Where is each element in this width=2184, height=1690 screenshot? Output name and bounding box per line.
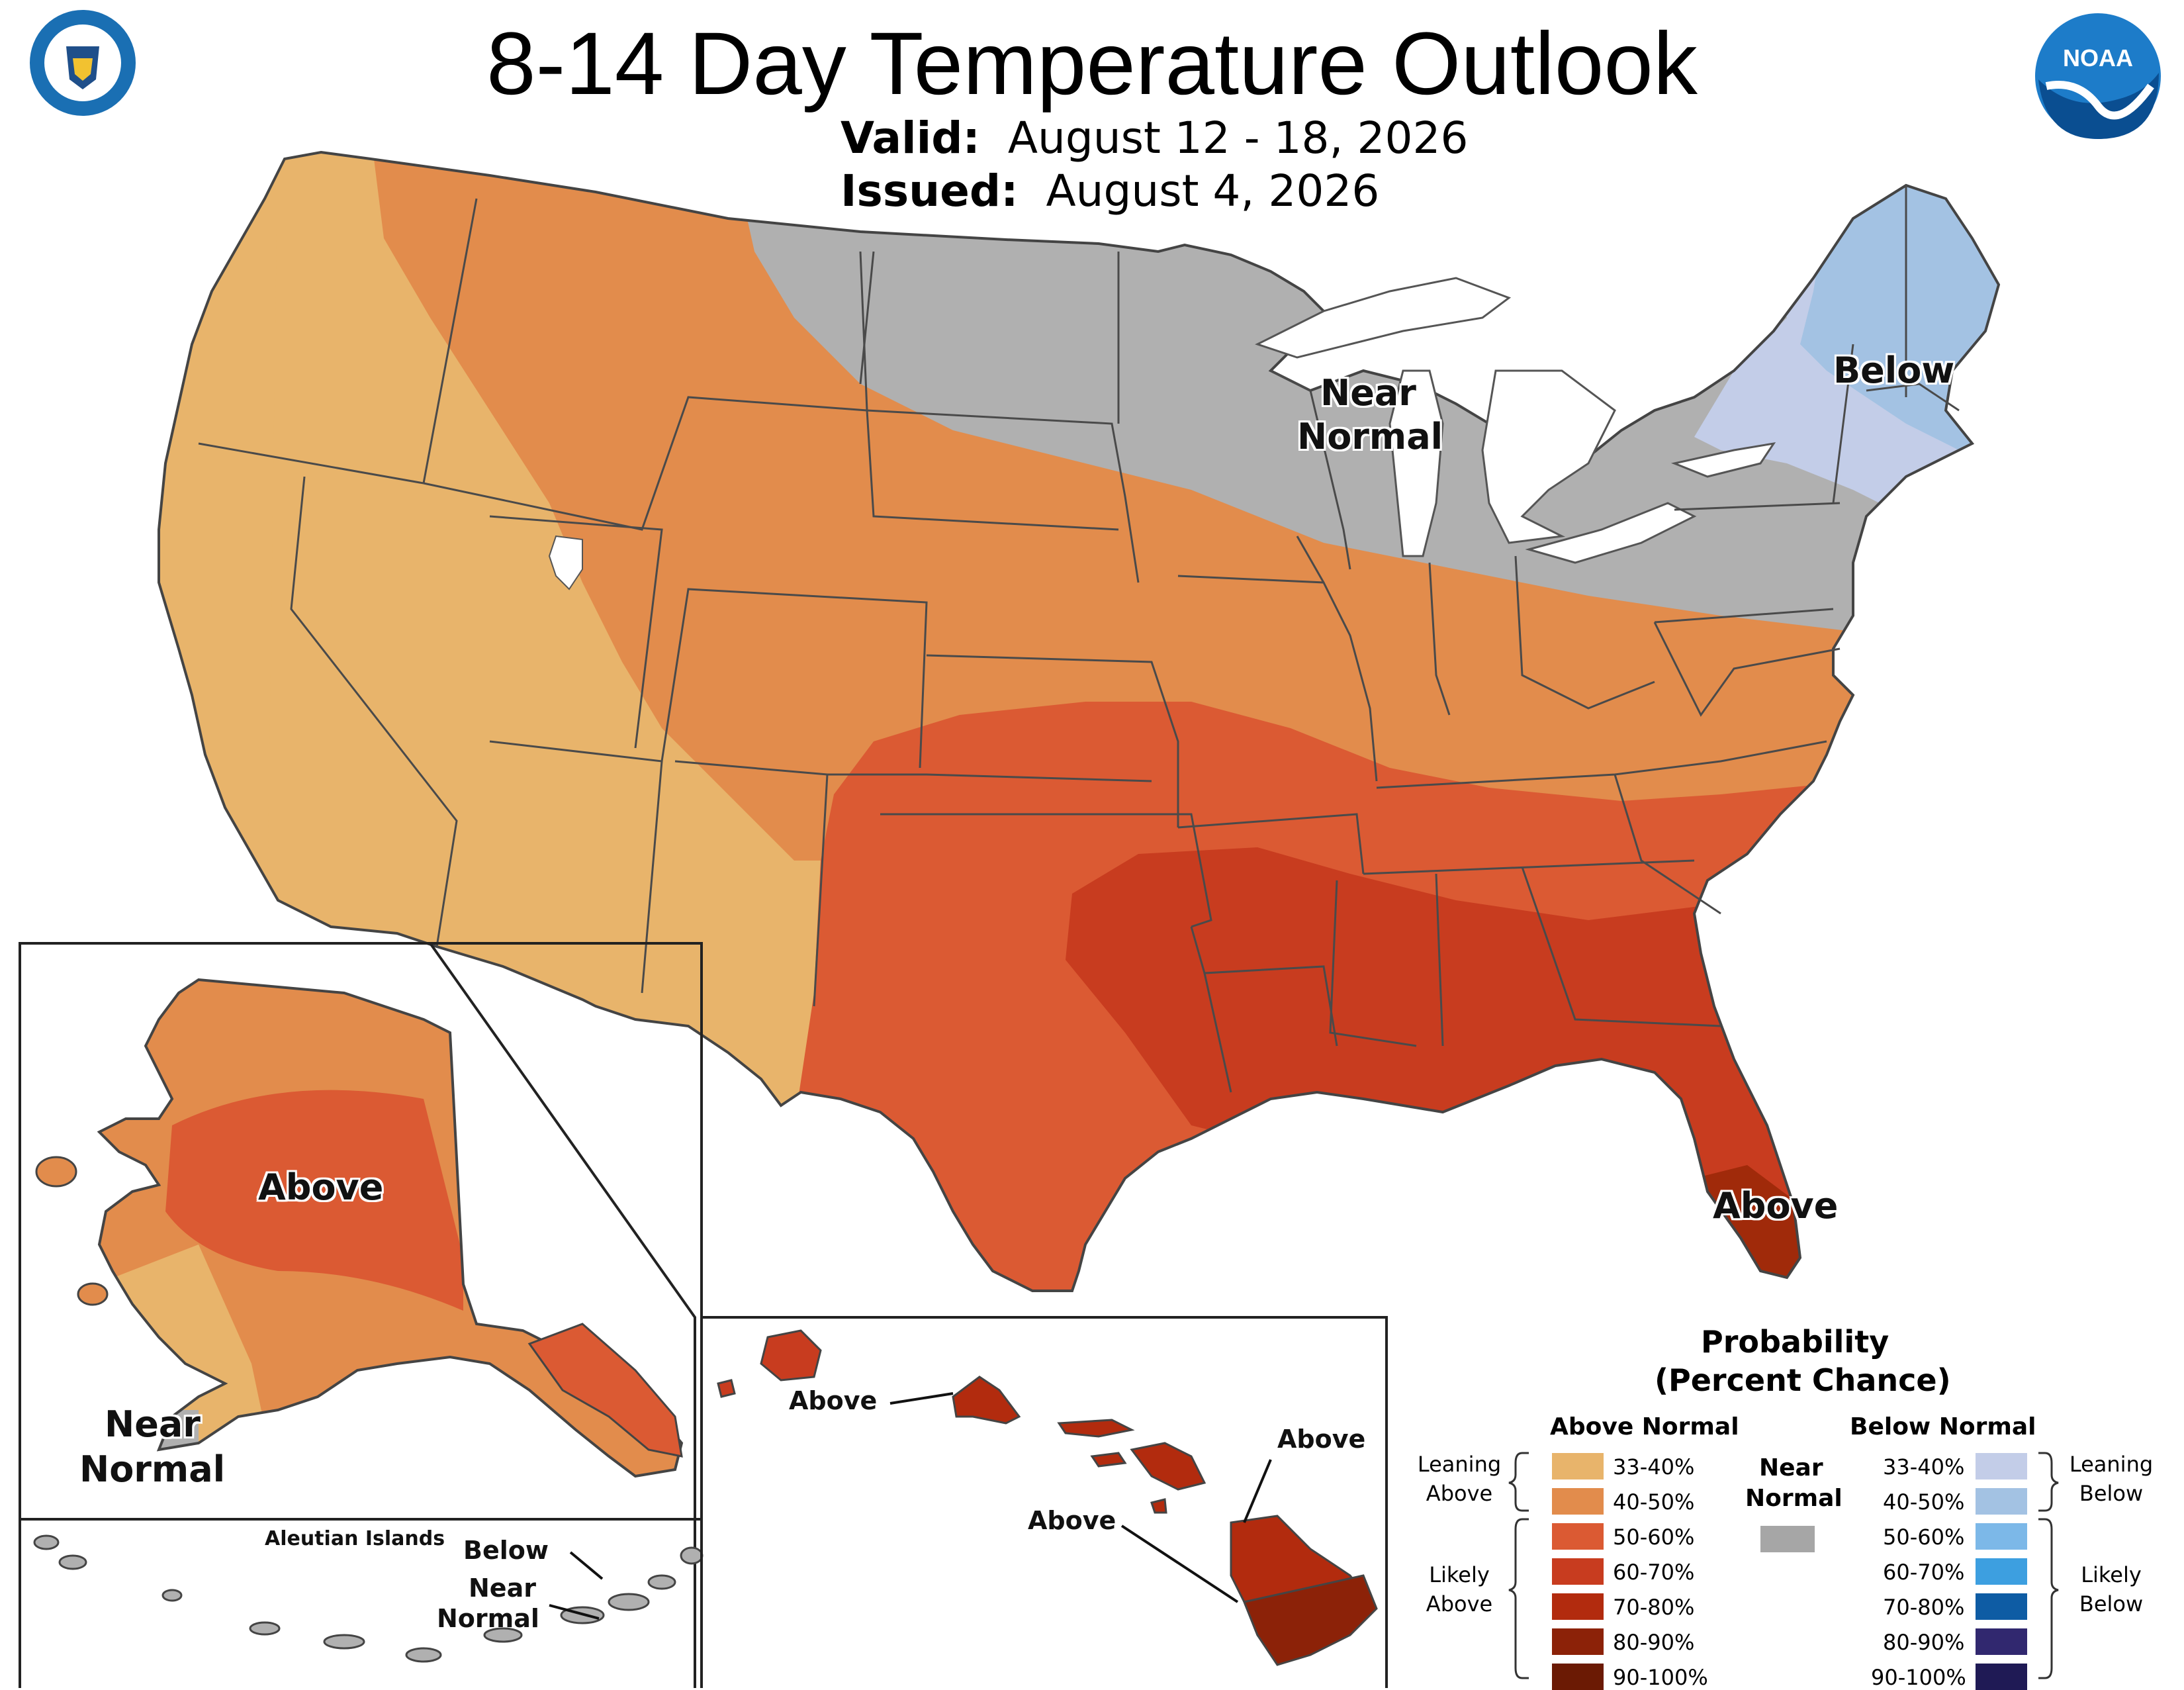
legend-below-swatch	[1976, 1628, 2027, 1655]
legend-below-swatch	[1976, 1453, 2027, 1479]
label-near-alaska-1: Near	[105, 1403, 201, 1445]
legend-above-swatch	[1552, 1628, 1604, 1655]
noaa-logo-icon: NOAA	[2035, 13, 2161, 139]
legend-below-label: 40-50%	[1883, 1489, 1965, 1515]
label-near-alaska-2: Normal	[79, 1448, 226, 1490]
region-60-70	[1066, 847, 1853, 1291]
valid-value: August 12 - 18, 2026	[1007, 113, 1469, 164]
valid-label: Valid:	[841, 113, 980, 164]
great-salt-lake	[548, 535, 583, 590]
legend-below-label: 80-90%	[1883, 1630, 1965, 1655]
legend-above-label: 40-50%	[1613, 1489, 1695, 1515]
legend-above-label: 70-80%	[1613, 1595, 1695, 1620]
legend-below-swatch	[1976, 1593, 2027, 1620]
hawaii-inset-box	[700, 1316, 1388, 1688]
legend-above-head: Above Normal	[1550, 1413, 1739, 1440]
legend-leaning-below: Leaning Below	[2069, 1452, 2154, 1506]
legend-above-label: 33-40%	[1613, 1454, 1695, 1479]
label-near-normal-1: Near	[1320, 372, 1416, 414]
legend-below-label: 90-100%	[1871, 1665, 1966, 1690]
aleutian-below-label: Below	[463, 1536, 549, 1565]
legend-near-2: Normal	[1745, 1485, 1843, 1512]
hawaii-above-label-3: Above	[1028, 1506, 1116, 1535]
legend-near-swatch	[1760, 1526, 1815, 1552]
alaska-panhandle	[527, 1323, 683, 1458]
issued-line: Issued: August 4, 2026	[841, 165, 1379, 216]
legend-below-head: Below Normal	[1850, 1413, 2036, 1440]
legend-above-label: 90-100%	[1613, 1665, 1708, 1690]
legend-near-1: Near	[1759, 1454, 1823, 1481]
legend-below-label: 33-40%	[1883, 1454, 1965, 1479]
legend-below-swatch	[1976, 1664, 2027, 1690]
lake-huron	[1481, 369, 1616, 544]
lake-superior	[1255, 277, 1512, 359]
legend-likely-below: Likely Below	[2079, 1562, 2144, 1617]
issued-value: August 4, 2026	[1046, 165, 1380, 216]
lake-erie	[1525, 502, 1697, 564]
page-title: 8-14 Day Temperature Outlook	[486, 15, 1698, 113]
legend-below-label: 60-70%	[1883, 1560, 1965, 1585]
legend-title-2: (Percent Chance)	[1655, 1362, 1951, 1398]
lake-michigan	[1388, 369, 1444, 557]
label-near-normal-2: Normal	[1297, 416, 1443, 457]
region-40-50	[371, 152, 1886, 861]
legend-above-swatch	[1552, 1558, 1604, 1585]
legend-above-swatch	[1552, 1593, 1604, 1620]
label-below-northeast: Below	[1833, 350, 1955, 391]
conus-outline	[158, 150, 2001, 1292]
legend-below-swatch	[1976, 1488, 2027, 1515]
doc-seal-icon	[27, 7, 138, 118]
legend-below-swatch	[1976, 1523, 2027, 1550]
label-above-florida: Above	[1713, 1185, 1839, 1227]
legend-above-label: 50-60%	[1613, 1525, 1695, 1550]
valid-line: Valid: August 12 - 18, 2026	[841, 113, 1468, 164]
legend-above-label: 80-90%	[1613, 1630, 1695, 1655]
hawaii-above-label-1: Above	[789, 1386, 878, 1415]
legend-above-swatch	[1552, 1453, 1604, 1479]
legend-above-swatch	[1552, 1664, 1604, 1690]
aleutian-near-label-1: Near	[469, 1573, 536, 1603]
legend-likely-above: Likely Above	[1426, 1562, 1493, 1617]
legend-above-label: 60-70%	[1613, 1560, 1695, 1585]
svg-text:NOAA: NOAA	[2063, 44, 2133, 71]
label-above-alaska: Above	[258, 1166, 384, 1208]
legend-below-swatch	[1976, 1558, 2027, 1585]
state-boundaries	[198, 185, 1960, 1093]
aleutian-title: Aleutian Islands	[265, 1527, 445, 1550]
legend-title-1: Probability	[1701, 1324, 1889, 1360]
aleutian-near-label-2: Normal	[437, 1604, 539, 1633]
legend-below-label: 50-60%	[1883, 1525, 1965, 1550]
legend-leaning-above: Leaning Above	[1417, 1452, 1502, 1506]
legend-below-label: 70-80%	[1883, 1595, 1965, 1620]
legend-graphics	[1508, 1452, 2059, 1679]
aleutian-islands	[33, 1534, 704, 1663]
legend-above-swatch	[1552, 1488, 1604, 1515]
hawaii-above-label-2: Above	[1277, 1425, 1366, 1454]
issued-label: Issued:	[841, 165, 1019, 216]
region-70-80-fl	[1694, 1165, 1813, 1291]
legend-above-swatch	[1552, 1523, 1604, 1550]
hawaii-islands	[717, 1329, 1378, 1666]
lake-ontario	[1670, 442, 1776, 478]
